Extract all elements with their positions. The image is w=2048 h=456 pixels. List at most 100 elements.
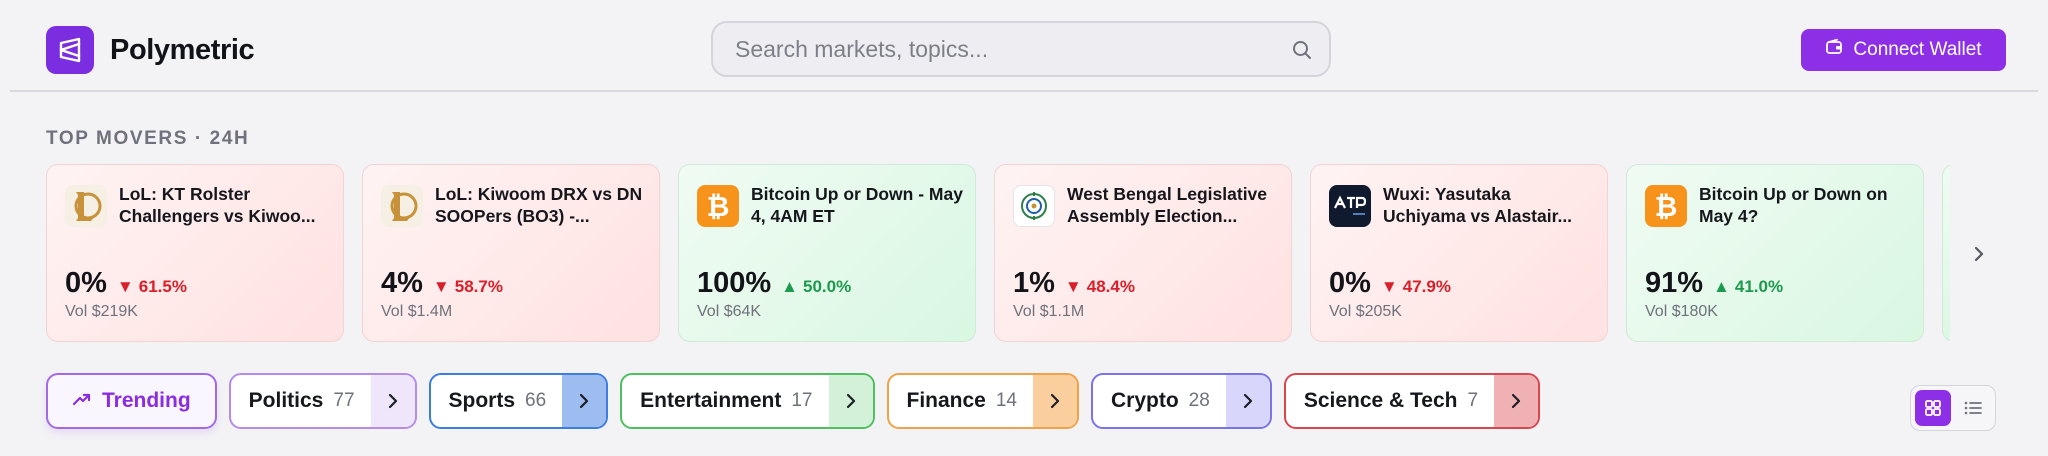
- mover-change-value: 58.7%: [454, 277, 503, 296]
- mover-percent: 0%: [65, 267, 107, 299]
- mover-volume: Vol $64K: [697, 303, 762, 320]
- category-pill-finance[interactable]: Finance 14: [886, 373, 1079, 429]
- mover-change-value: 48.4%: [1086, 277, 1135, 296]
- pill-main: Finance 14: [889, 375, 1034, 427]
- category-pill-sports[interactable]: Sports 66: [428, 373, 609, 429]
- mover-card[interactable]: West Bengal Legislative Assembly Electio…: [994, 164, 1292, 342]
- mover-percent: 4%: [381, 267, 423, 299]
- top-movers-carousel: LoL: KT Rolster Challengers vs Kiwoo... …: [46, 164, 1950, 344]
- mover-percent: 100%: [697, 267, 772, 299]
- category-label: Politics: [248, 389, 324, 412]
- list-view-icon[interactable]: [1955, 390, 1991, 426]
- category-expand-button[interactable]: [562, 375, 607, 427]
- mover-change: ▼ 61.5%: [117, 277, 187, 297]
- chevron-right-icon: [388, 393, 397, 409]
- chevron-right-icon: [846, 393, 855, 409]
- category-pill-crypto[interactable]: Crypto 28: [1091, 373, 1272, 429]
- mover-percent: 0%: [1329, 267, 1371, 299]
- triangle-down-icon: ▼: [432, 277, 450, 296]
- mover-stats: 0% ▼ 47.9%: [1329, 267, 1451, 300]
- mover-change-value: 41.0%: [1734, 277, 1784, 296]
- connect-wallet-button[interactable]: Connect Wallet: [1801, 29, 2006, 71]
- connect-wallet-label: Connect Wallet: [1853, 39, 1982, 60]
- category-pill-politics[interactable]: Politics 77: [228, 373, 417, 429]
- category-count: 17: [791, 390, 813, 411]
- atp-tour-icon: [1329, 185, 1371, 227]
- mover-card[interactable]: Wuxi: Yasutaka Uchiyama vs Alastair... 0…: [1310, 164, 1608, 342]
- category-label: Trending: [102, 389, 191, 412]
- wallet-icon: [1825, 38, 1843, 62]
- category-count: 77: [333, 390, 355, 411]
- chevron-right-icon: [1972, 244, 1986, 269]
- top-header: Polymetric Connect Wallet: [10, 0, 2038, 92]
- grid-view-icon[interactable]: [1915, 390, 1951, 426]
- mover-title: Bitcoin Up or Down - May 4, 4AM ET: [751, 184, 963, 226]
- category-label: Finance: [906, 389, 986, 412]
- category-pill-trending[interactable]: Trending: [46, 373, 217, 429]
- category-expand-button[interactable]: [1225, 375, 1270, 427]
- polymetric-logo-icon: [46, 26, 94, 74]
- mover-volume: Vol $1.4M: [381, 303, 453, 320]
- mover-volume: Vol $205K: [1329, 303, 1402, 320]
- carousel-next-button[interactable]: [1959, 240, 1999, 272]
- mover-title: LoL: KT Rolster Challengers vs Kiwoo...: [119, 184, 316, 226]
- mover-change: ▼ 48.4%: [1065, 277, 1135, 297]
- category-count: 14: [995, 390, 1017, 411]
- mover-title: Bitcoin Up or Down on May 4?: [1699, 184, 1888, 226]
- category-pills: Trending Politics 77 Sports 66 Entertain…: [46, 373, 1541, 429]
- bitcoin-icon: ₿: [697, 185, 739, 227]
- chevron-right-icon: [1511, 393, 1521, 409]
- mover-title: West Bengal Legislative Assembly Electio…: [1067, 184, 1268, 226]
- category-label: Entertainment: [640, 389, 782, 412]
- mover-volume: Vol $219K: [65, 303, 138, 320]
- category-count: 7: [1467, 390, 1479, 411]
- mover-change: ▲ 50.0%: [781, 277, 851, 297]
- pill-main: Entertainment 17: [622, 375, 828, 427]
- mover-stats: 0% ▼ 61.5%: [65, 267, 187, 300]
- league-of-legends-icon: [381, 185, 423, 227]
- triangle-up-icon: ▲: [781, 277, 798, 296]
- category-pill-entertainment[interactable]: Entertainment 17: [620, 373, 875, 429]
- mover-stats: 1% ▼ 48.4%: [1013, 267, 1135, 300]
- mover-card[interactable]: ₿ Bitcoin Up or Down on May 4? 91% ▲ 41.…: [1626, 164, 1924, 342]
- mover-change: ▲ 41.0%: [1713, 277, 1783, 297]
- mover-stats: 4% ▼ 58.7%: [381, 267, 503, 300]
- triangle-down-icon: ▼: [1380, 277, 1398, 296]
- category-expand-button[interactable]: [370, 375, 415, 427]
- pill-main: Crypto 28: [1093, 375, 1226, 427]
- triangle-up-icon: ▲: [1713, 277, 1730, 296]
- league-of-legends-icon: [65, 185, 107, 227]
- mover-card[interactable]: LoL: Kiwoom DRX vs DN SOOPers (BO3) -...…: [362, 164, 660, 342]
- mover-change-value: 47.9%: [1402, 277, 1451, 296]
- mover-title: LoL: Kiwoom DRX vs DN SOOPers (BO3) -...: [435, 184, 643, 226]
- search-input[interactable]: [735, 33, 1255, 65]
- bitcoin-icon: ₿: [1645, 185, 1687, 227]
- chevron-right-icon: [580, 393, 589, 409]
- mover-change-value: 50.0%: [803, 277, 852, 296]
- category-expand-button[interactable]: [1494, 375, 1539, 427]
- view-toggle: [1910, 385, 1996, 431]
- mover-volume: Vol $1.1M: [1013, 303, 1085, 320]
- category-label: Science & Tech: [1303, 389, 1458, 412]
- category-count: 66: [525, 390, 547, 411]
- mover-card-peek[interactable]: [1942, 164, 1950, 342]
- mover-stats: 100% ▲ 50.0%: [697, 267, 851, 300]
- pill-main: Trending: [48, 375, 215, 427]
- category-count: 28: [1188, 390, 1210, 411]
- category-expand-button[interactable]: [828, 375, 873, 427]
- pill-main: Science & Tech 7: [1286, 375, 1494, 427]
- mover-stats: 91% ▲ 41.0%: [1645, 267, 1783, 300]
- mover-title: Wuxi: Yasutaka Uchiyama vs Alastair...: [1383, 184, 1573, 226]
- category-pill-science-tech[interactable]: Science & Tech 7: [1283, 373, 1541, 429]
- search-bar: [711, 21, 1331, 77]
- mover-card[interactable]: LoL: KT Rolster Challengers vs Kiwoo... …: [46, 164, 344, 342]
- triangle-down-icon: ▼: [116, 277, 134, 296]
- search-icon[interactable]: [1291, 39, 1313, 66]
- mover-volume: Vol $180K: [1645, 303, 1718, 320]
- mover-card[interactable]: ₿ Bitcoin Up or Down - May 4, 4AM ET 100…: [678, 164, 976, 342]
- mover-percent: 91%: [1645, 267, 1704, 299]
- category-expand-button[interactable]: [1033, 375, 1077, 427]
- top-movers-title: TOP MOVERS · 24H: [46, 128, 250, 149]
- category-label: Crypto: [1111, 389, 1179, 412]
- brand[interactable]: Polymetric: [46, 26, 255, 74]
